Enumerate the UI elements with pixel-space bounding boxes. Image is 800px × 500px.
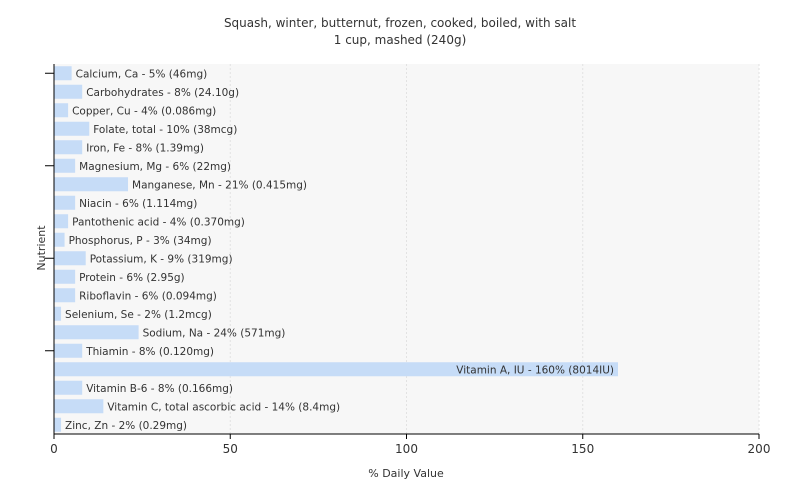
bar xyxy=(54,177,129,192)
bar-label: Protein - 6% (2.95g) xyxy=(79,272,185,284)
bar-label: Carbohydrates - 8% (24.10g) xyxy=(86,87,239,99)
x-tick-label: 0 xyxy=(50,442,58,456)
bar-label: Copper, Cu - 4% (0.086mg) xyxy=(72,105,216,117)
bar-label: Riboflavin - 6% (0.094mg) xyxy=(79,290,217,302)
bar-label: Niacin - 6% (1.114mg) xyxy=(79,198,197,210)
y-axis-title: Nutrient xyxy=(35,225,48,271)
bar-label: Sodium, Na - 24% (571mg) xyxy=(143,327,286,339)
bar-label: Manganese, Mn - 21% (0.415mg) xyxy=(132,179,307,191)
bar-label: Zinc, Zn - 2% (0.29mg) xyxy=(65,420,187,432)
bar-label: Vitamin B-6 - 8% (0.166mg) xyxy=(86,383,233,395)
x-axis-title: % Daily Value xyxy=(368,467,444,480)
x-tick-label: 150 xyxy=(571,442,594,456)
bar xyxy=(54,158,76,173)
bar xyxy=(54,66,72,81)
bar xyxy=(54,232,65,247)
bar-label: Vitamin C, total ascorbic acid - 14% (8.… xyxy=(107,401,340,413)
bar-label: Magnesium, Mg - 6% (22mg) xyxy=(79,161,231,173)
bar xyxy=(54,251,86,266)
chart-title: Squash, winter, butternut, frozen, cooke… xyxy=(224,16,576,30)
bar xyxy=(54,306,62,321)
bar xyxy=(54,362,618,377)
bar-label: Vitamin A, IU - 160% (8014IU) xyxy=(456,364,614,376)
bar-label: Iron, Fe - 8% (1.39mg) xyxy=(86,142,204,154)
x-tick-label: 200 xyxy=(748,442,771,456)
bar xyxy=(54,288,76,303)
x-tick-label: 50 xyxy=(223,442,238,456)
bar xyxy=(54,343,83,358)
bar-label: Calcium, Ca - 5% (46mg) xyxy=(76,68,208,80)
bar-label: Thiamin - 8% (0.120mg) xyxy=(85,346,214,358)
x-tick-label: 100 xyxy=(395,442,418,456)
bar xyxy=(54,417,62,432)
bar-label: Selenium, Se - 2% (1.2mcg) xyxy=(65,309,212,321)
bar xyxy=(54,325,139,340)
bar xyxy=(54,380,83,395)
bar xyxy=(54,121,90,136)
bar-label: Pantothenic acid - 4% (0.370mg) xyxy=(72,216,245,228)
bar-label: Potassium, K - 9% (319mg) xyxy=(90,253,233,265)
bar xyxy=(54,214,69,229)
bar-label: Folate, total - 10% (38mcg) xyxy=(93,124,237,136)
bar xyxy=(54,269,76,284)
bar xyxy=(54,140,83,155)
bar xyxy=(54,103,69,118)
chart-subtitle: 1 cup, mashed (240g) xyxy=(334,33,467,47)
bar xyxy=(54,84,83,99)
bar xyxy=(54,195,76,210)
bar xyxy=(54,399,104,414)
plot-area: Calcium, Ca - 5% (46mg) Carbohydrates - 8… xyxy=(45,64,770,456)
bar-label: Phosphorus, P - 3% (34mg) xyxy=(69,235,212,247)
